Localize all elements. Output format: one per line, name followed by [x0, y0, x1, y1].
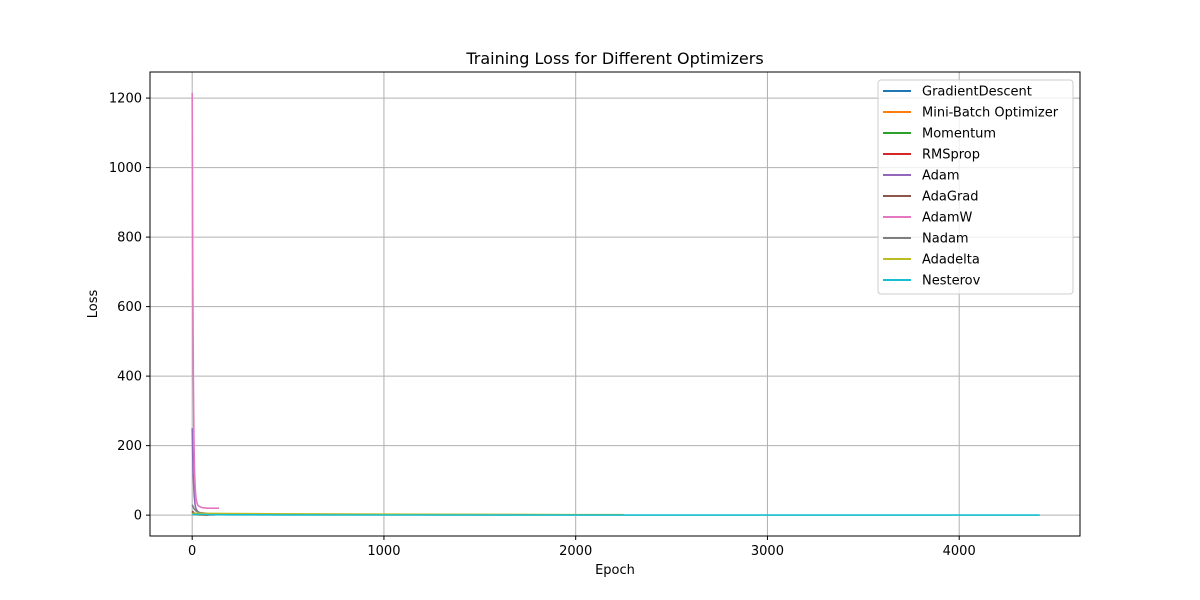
legend-label: GradientDescent — [922, 85, 1032, 100]
x-tick-label: 3000 — [751, 544, 784, 559]
y-axis-title: Loss — [86, 290, 101, 319]
legend-label: AdamW — [922, 211, 973, 226]
axis-ticks: 0 1000 2000 3000 4000 0 200 400 600 800 1000 1200 — [109, 92, 976, 559]
y-tick-label: 600 — [117, 300, 142, 315]
y-tick-label: 200 — [117, 439, 142, 454]
legend-label: Mini-Batch Optimizer — [922, 106, 1059, 121]
series-line-nesterov — [192, 513, 1040, 516]
x-tick-label: 4000 — [943, 544, 976, 559]
y-tick-label: 1000 — [109, 161, 142, 176]
chart-title: Training Loss for Different Optimizers — [465, 49, 763, 68]
series-lines — [191, 92, 1040, 516]
series-line-adamw — [191, 92, 220, 509]
legend-label: RMSprop — [922, 148, 980, 163]
y-tick-label: 0 — [134, 509, 142, 524]
y-tick-label: 1200 — [109, 92, 142, 107]
x-tick-label: 1000 — [367, 544, 400, 559]
plot-frame — [149, 71, 1081, 537]
legend-label: AdaGrad — [922, 190, 979, 205]
y-tick-label: 800 — [117, 231, 142, 246]
legend-label: Momentum — [922, 127, 996, 142]
legend: GradientDescent Mini-Batch Optimizer Momen… — [877, 79, 1074, 295]
legend-label: Adam — [922, 169, 960, 184]
x-axis-title: Epoch — [595, 563, 635, 578]
x-tick-label: 2000 — [559, 544, 592, 559]
legend-label: Adadelta — [922, 253, 980, 268]
legend-label: Nesterov — [922, 274, 981, 289]
legend-label: Nadam — [922, 232, 969, 247]
legend-box — [877, 79, 1074, 295]
y-tick-label: 400 — [117, 370, 142, 385]
x-tick-label: 0 — [188, 544, 196, 559]
